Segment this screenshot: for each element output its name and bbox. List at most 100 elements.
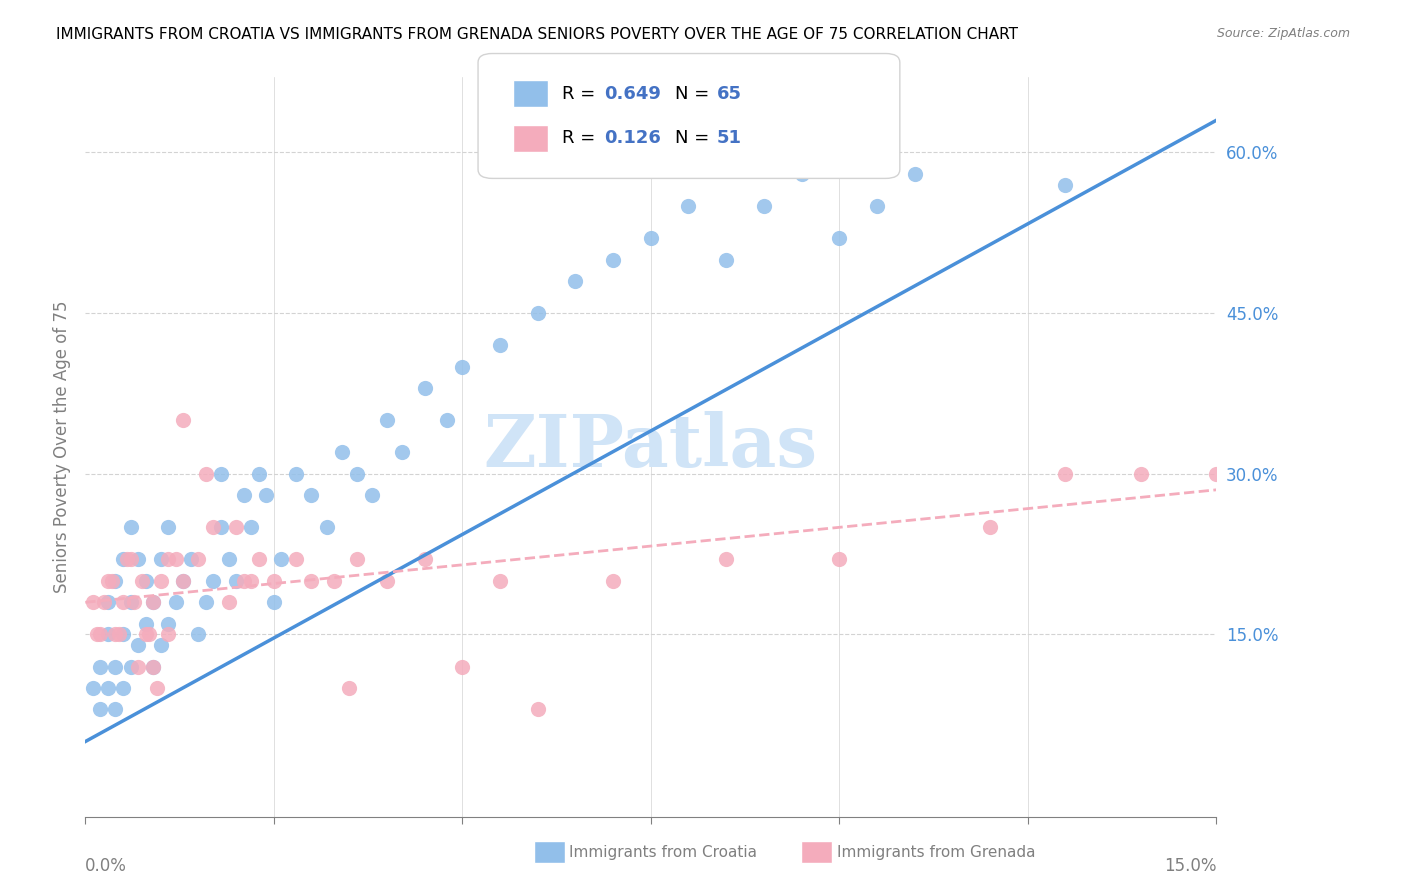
- Text: R =: R =: [562, 129, 602, 147]
- Point: [436, 413, 458, 427]
- Point: [108, 627, 131, 641]
- Point: [678, 199, 700, 213]
- Point: [526, 702, 548, 716]
- Point: [564, 274, 586, 288]
- Point: [232, 574, 254, 588]
- Point: [89, 627, 111, 641]
- Point: [127, 638, 149, 652]
- Point: [202, 520, 225, 534]
- Text: Source: ZipAtlas.com: Source: ZipAtlas.com: [1216, 27, 1350, 40]
- Point: [157, 616, 180, 631]
- Point: [172, 574, 194, 588]
- Point: [97, 574, 120, 588]
- Point: [172, 413, 194, 427]
- Point: [301, 574, 323, 588]
- Point: [104, 659, 127, 673]
- Point: [93, 595, 115, 609]
- Point: [232, 488, 254, 502]
- Point: [413, 381, 436, 395]
- Point: [263, 595, 285, 609]
- Point: [218, 595, 240, 609]
- Point: [209, 520, 232, 534]
- Point: [979, 520, 1001, 534]
- Text: N =: N =: [675, 129, 714, 147]
- Point: [89, 659, 111, 673]
- Point: [218, 552, 240, 566]
- Point: [97, 627, 120, 641]
- Point: [146, 681, 169, 695]
- Point: [640, 231, 662, 245]
- Point: [194, 467, 217, 481]
- Point: [247, 467, 270, 481]
- Text: 0.126: 0.126: [605, 129, 661, 147]
- Point: [149, 638, 172, 652]
- Point: [120, 552, 142, 566]
- Point: [86, 627, 108, 641]
- Text: N =: N =: [675, 85, 714, 103]
- Point: [180, 552, 202, 566]
- Point: [187, 627, 209, 641]
- Text: ZIPatlas: ZIPatlas: [484, 411, 818, 483]
- Point: [97, 595, 120, 609]
- Point: [225, 574, 247, 588]
- Point: [526, 306, 548, 320]
- Point: [111, 595, 134, 609]
- Point: [202, 574, 225, 588]
- Point: [752, 199, 775, 213]
- Point: [602, 574, 624, 588]
- Text: 0.649: 0.649: [605, 85, 661, 103]
- Point: [254, 488, 277, 502]
- Text: 15.0%: 15.0%: [1164, 857, 1216, 875]
- Point: [240, 574, 263, 588]
- Point: [135, 616, 157, 631]
- Point: [104, 702, 127, 716]
- Point: [120, 659, 142, 673]
- Y-axis label: Seniors Poverty Over the Age of 75: Seniors Poverty Over the Age of 75: [53, 301, 72, 593]
- Point: [135, 627, 157, 641]
- Point: [225, 520, 247, 534]
- Text: 0.0%: 0.0%: [86, 857, 127, 875]
- Point: [104, 627, 127, 641]
- Point: [111, 552, 134, 566]
- Point: [100, 574, 122, 588]
- Point: [149, 574, 172, 588]
- Point: [866, 199, 889, 213]
- Point: [1054, 178, 1077, 192]
- Point: [111, 627, 134, 641]
- Point: [346, 552, 368, 566]
- Point: [209, 467, 232, 481]
- Point: [375, 574, 398, 588]
- Point: [904, 167, 927, 181]
- Text: R =: R =: [562, 85, 602, 103]
- Point: [451, 659, 474, 673]
- Point: [489, 574, 512, 588]
- Point: [301, 488, 323, 502]
- Point: [330, 445, 353, 459]
- Point: [142, 595, 165, 609]
- Point: [194, 595, 217, 609]
- Point: [172, 574, 194, 588]
- Point: [360, 488, 382, 502]
- Point: [828, 552, 851, 566]
- Point: [157, 552, 180, 566]
- Point: [131, 574, 153, 588]
- Point: [120, 520, 142, 534]
- Point: [323, 574, 346, 588]
- Point: [142, 659, 165, 673]
- Point: [142, 595, 165, 609]
- Point: [111, 681, 134, 695]
- Point: [97, 681, 120, 695]
- Point: [413, 552, 436, 566]
- Point: [375, 413, 398, 427]
- Point: [489, 338, 512, 352]
- Point: [127, 552, 149, 566]
- Point: [602, 252, 624, 267]
- Point: [120, 595, 142, 609]
- Point: [187, 552, 209, 566]
- Point: [790, 167, 813, 181]
- Point: [263, 574, 285, 588]
- Point: [89, 702, 111, 716]
- Text: Immigrants from Grenada: Immigrants from Grenada: [837, 846, 1035, 860]
- Point: [157, 520, 180, 534]
- Point: [346, 467, 368, 481]
